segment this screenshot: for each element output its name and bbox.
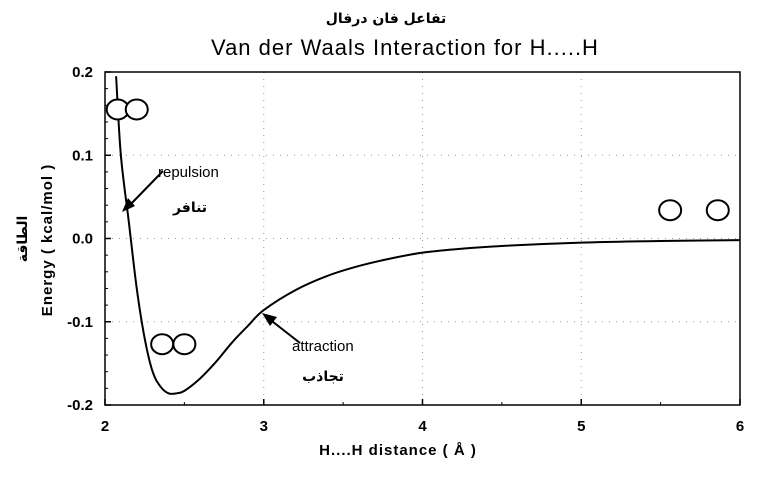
atom-circle (705, 199, 730, 222)
chart-title: Van der Waals Interaction for H.....H (211, 35, 599, 60)
y-tick-label: 0.1 (72, 147, 93, 164)
atom-circle (150, 333, 175, 356)
axis-ticks: 2 3 4 5 6 0.2 0.1 0.0 -0.1 -0.2 (67, 64, 744, 435)
y-tick-label: -0.2 (67, 397, 93, 414)
x-tick-label: 3 (260, 418, 268, 435)
x-axis-label: H....H distance ( Å ) (319, 442, 477, 459)
attraction-arrowhead (262, 313, 277, 326)
chart-title-arabic: تفاعل فان درفال (326, 11, 447, 27)
repulsion-label: repulsion (158, 164, 219, 181)
atom-circle (124, 98, 149, 121)
atom-circle (172, 333, 197, 356)
repulsion-annotation: repulsion تنافر (122, 164, 219, 216)
attraction-arrow (267, 317, 301, 344)
y-axis-label: Energy ( kcal/mol ) (39, 164, 56, 316)
x-tick-label: 2 (101, 418, 109, 435)
grid-lines (105, 72, 740, 405)
atom-circle (658, 199, 683, 222)
repulsion-arrow (127, 170, 164, 208)
repulsion-label-arabic: تنافر (172, 200, 207, 216)
repulsion-arrowhead (122, 198, 135, 212)
x-tick-label: 6 (736, 418, 744, 435)
energy-curve (115, 76, 741, 395)
y-tick-label: -0.1 (67, 314, 93, 331)
y-tick-label: 0.2 (72, 64, 93, 81)
attraction-label-arabic: تجاذب (302, 369, 344, 385)
x-tick-label: 5 (577, 418, 585, 435)
y-tick-label: 0.0 (72, 231, 93, 248)
atom-pairs (105, 98, 730, 356)
attraction-annotation: attraction تجاذب (262, 313, 354, 385)
y-axis-label-arabic: الطاقة (15, 216, 31, 263)
attraction-label: attraction (292, 338, 354, 355)
x-tick-label: 4 (418, 418, 427, 435)
